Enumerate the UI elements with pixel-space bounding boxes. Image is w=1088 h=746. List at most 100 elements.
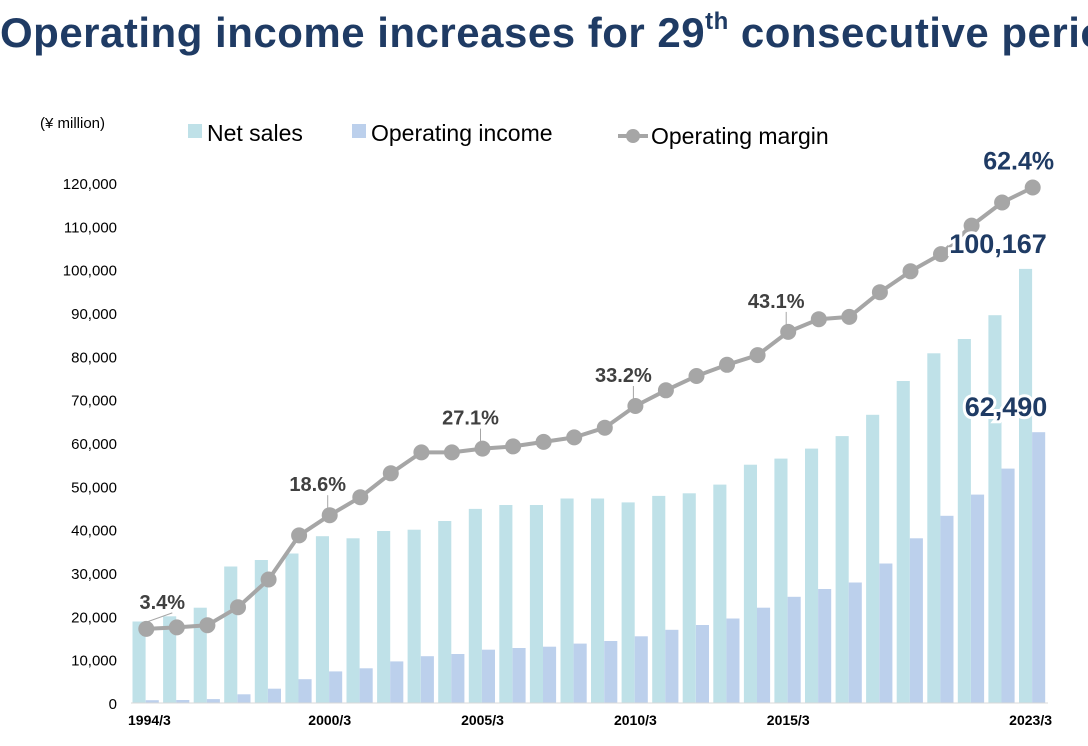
annotation-leader: [144, 612, 173, 624]
operating-income-bar: [971, 494, 985, 703]
operating-income-bar: [1032, 432, 1046, 703]
operating-margin-point: [994, 194, 1011, 211]
operating-margin-point: [657, 382, 674, 399]
operating-income-bar: [543, 646, 557, 703]
operating-income-bar: [757, 607, 771, 703]
operating-margin-point: [627, 398, 644, 414]
y-tick-label: 120,000: [63, 176, 117, 193]
operating-income-bar: [512, 648, 526, 703]
net-sales-bar: [163, 616, 177, 703]
operating-margin-point: [230, 599, 246, 616]
axes-layer: 0 10,000 20,000 30,000 40,000 50,000 60,000 70,…: [40, 115, 1052, 728]
y-tick-label: 100,000: [63, 263, 117, 280]
operating-income-bar: [451, 654, 465, 703]
operating-income-bar: [420, 656, 434, 703]
net-sales-bar: [621, 502, 635, 703]
operating-margin-point: [749, 347, 766, 364]
legend: Net sales Operating income Operating margi…: [188, 120, 829, 149]
net-sales-bar: [805, 448, 819, 703]
operating-margin-point: [443, 444, 460, 461]
x-tick-label: 2010/3: [614, 712, 657, 728]
net-sales-bar: [896, 381, 910, 703]
operating-margin-point: [474, 440, 491, 457]
operating-margin-point: [199, 617, 216, 634]
operating-margin-point: [413, 444, 430, 461]
title-tail: consecutive period: [740, 9, 1088, 56]
title-superscript: th: [705, 8, 729, 35]
net-sales-bar: [285, 553, 299, 703]
net-sales-bar: [835, 436, 849, 703]
operating-income-bar: [359, 668, 373, 703]
operating-margin-point: [138, 620, 155, 637]
net-sales-bar: [315, 536, 329, 703]
operating-margin-point: [535, 433, 552, 450]
operating-margin-point: [1024, 179, 1041, 196]
title-main: Operating income increases for 29: [0, 9, 706, 56]
margin-line-layer: [138, 179, 1041, 637]
y-tick-label: 110,000: [64, 219, 117, 236]
operating-margin-point: [260, 571, 277, 588]
net-sales-bar: [682, 493, 696, 703]
margin-data-label: 27.1%: [442, 408, 499, 430]
net-sales-bar: [591, 498, 605, 703]
net-sales-data-label: 100,167: [949, 229, 1047, 259]
operating-income-data-label: 62,490: [965, 392, 1048, 422]
margin-data-label: 62.4%: [983, 148, 1054, 176]
x-tick-label: 1994/3: [128, 712, 171, 728]
y-tick-label: 90,000: [71, 306, 117, 323]
operating-income-bar: [390, 661, 404, 703]
operating-income-bar: [1001, 468, 1015, 703]
operating-margin-point: [168, 619, 185, 636]
operating-margin-point: [321, 507, 338, 524]
operating-income-bar: [818, 589, 832, 703]
operating-margin-point: [780, 323, 797, 340]
operating-income-bar: [726, 618, 740, 703]
legend-marker-operating-margin: [626, 129, 640, 143]
y-tick-label: 50,000: [71, 479, 117, 496]
unit-label: (¥ million): [40, 115, 105, 132]
net-sales-bar: [560, 498, 574, 703]
net-sales-bar: [499, 505, 513, 703]
operating-income-bar: [848, 582, 862, 703]
operating-margin-point: [902, 263, 919, 280]
operating-income-bar: [206, 699, 220, 703]
y-tick-label: 30,000: [71, 566, 117, 583]
operating-margin-point: [566, 429, 583, 446]
y-tick-label: 0: [109, 696, 117, 713]
net-sales-bar: [407, 529, 421, 703]
net-sales-bar: [254, 560, 268, 703]
operating-margin-point: [291, 527, 308, 544]
operating-income-bar: [634, 636, 648, 703]
legend-swatch-net-sales: [188, 124, 202, 138]
operating-income-bar: [176, 700, 190, 703]
margin-data-label: 3.4%: [140, 592, 186, 614]
legend-label-operating-margin: Operating margin: [651, 123, 829, 149]
net-sales-bar: [377, 531, 391, 703]
operating-income-bar: [695, 625, 709, 703]
operating-margin-point: [352, 489, 369, 506]
margin-data-label: 43.1%: [748, 291, 805, 313]
net-sales-bar: [866, 414, 880, 703]
operating-income-bar: [879, 563, 893, 703]
y-tick-label: 20,000: [71, 609, 117, 626]
x-tick-label: 2015/3: [767, 712, 810, 728]
net-sales-bar: [438, 521, 452, 703]
operating-margin-point: [841, 308, 858, 325]
y-tick-label: 60,000: [71, 436, 117, 453]
net-sales-bar: [713, 484, 727, 703]
net-sales-bar: [346, 538, 360, 703]
operating-margin-point: [688, 368, 705, 384]
x-tick-label: 2005/3: [461, 712, 504, 728]
y-tick-label: 80,000: [71, 349, 117, 366]
net-sales-bar: [529, 505, 543, 703]
margin-data-label: 18.6%: [289, 474, 346, 496]
net-sales-bar: [774, 458, 788, 703]
y-tick-label: 70,000: [71, 393, 117, 410]
operating-income-bar: [787, 596, 801, 703]
margin-data-label: 33.2%: [595, 365, 652, 387]
operating-margin-point: [596, 419, 613, 436]
net-sales-bar: [743, 464, 757, 703]
legend-label-net-sales: Net sales: [207, 120, 303, 146]
operating-income-bar: [573, 643, 587, 703]
